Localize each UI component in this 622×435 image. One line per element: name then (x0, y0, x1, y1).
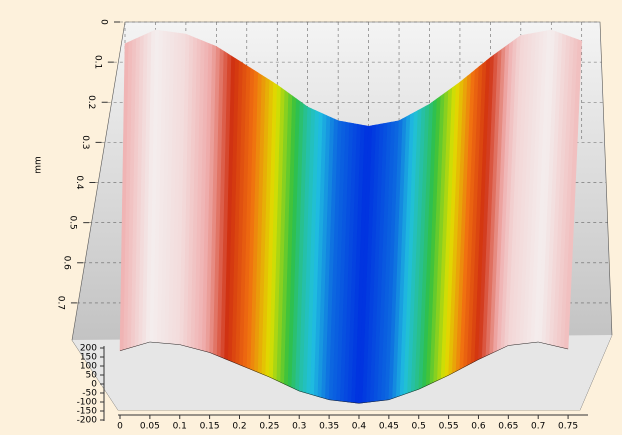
z-tick-label: -200 (77, 416, 98, 426)
y-tick-label: 0 (99, 19, 109, 25)
x-tick-label: 0.55 (439, 422, 459, 432)
x-tick-label: 0.6 (471, 422, 486, 432)
z-tick-label: 100 (80, 362, 97, 372)
z-tick-label: -100 (77, 398, 98, 408)
x-tick-label: 0.25 (259, 422, 279, 432)
x-tick-label: 0 (117, 422, 123, 432)
y-tick-label: 0.5 (68, 215, 78, 229)
z-tick-label: -150 (77, 407, 98, 417)
y-tick-label: 0.6 (62, 256, 72, 271)
x-tick-label: 0.1 (173, 422, 187, 432)
z-tick-label: 200 (80, 344, 97, 354)
x-tick-label: 0.35 (319, 422, 339, 432)
y-tick-label: 0.1 (92, 55, 102, 69)
z-tick-label: -50 (82, 389, 97, 399)
x-tick-label: 0.45 (379, 422, 399, 432)
y-tick-label: 0.3 (80, 135, 90, 149)
y-tick-label: 0.7 (55, 296, 65, 310)
x-tick-label: 0.65 (498, 422, 518, 432)
x-tick-label: 0.5 (412, 422, 426, 432)
x-tick-label: 0.7 (531, 422, 545, 432)
x-tick-label: 0.3 (292, 422, 306, 432)
z-tick-label: 50 (86, 371, 98, 381)
y-tick-label: 0.4 (74, 175, 84, 190)
x-tick-label: 0.2 (232, 422, 246, 432)
y-tick-label: 0.2 (86, 95, 96, 109)
z-tick-label: 150 (80, 353, 97, 363)
x-tick-label: 0.75 (558, 422, 578, 432)
x-tick-label: 0.15 (200, 422, 220, 432)
y-axis-label: mm (34, 156, 44, 174)
x-tick-label: 0.4 (352, 422, 367, 432)
x-tick-label: 0.05 (140, 422, 160, 432)
z-tick-label: 0 (91, 380, 97, 390)
front-profile (119, 341, 569, 404)
